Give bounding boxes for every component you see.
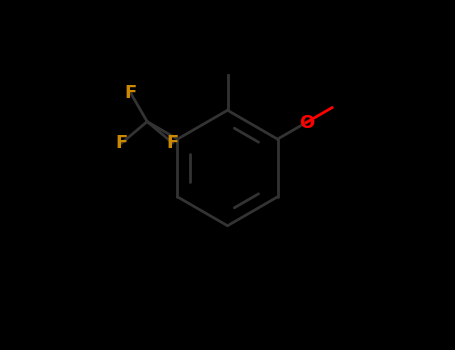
Text: F: F	[116, 134, 128, 152]
Text: F: F	[124, 84, 136, 102]
Text: F: F	[167, 134, 179, 152]
Text: O: O	[298, 113, 314, 132]
